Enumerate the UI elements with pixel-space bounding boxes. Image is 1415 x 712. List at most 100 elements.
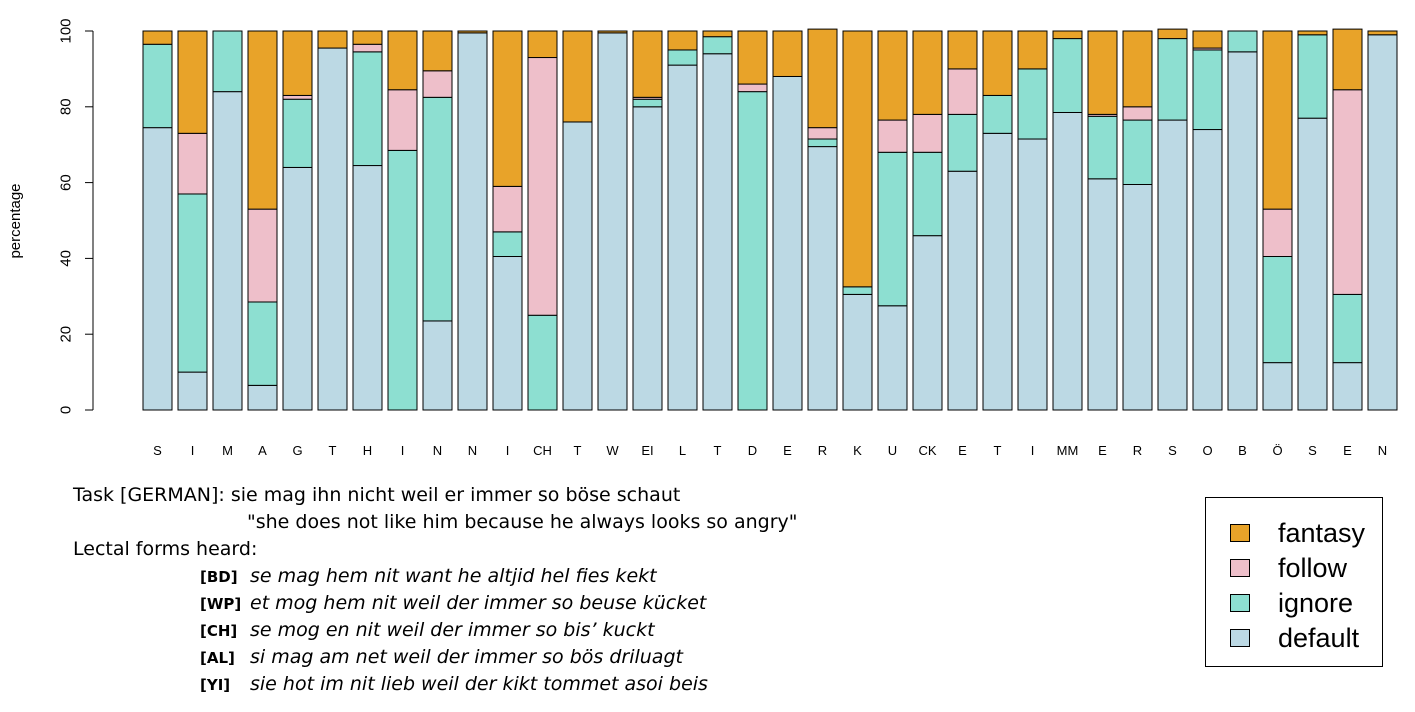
- bar-segment-ignore: [877, 151, 908, 307]
- x-tick-label: R: [1133, 443, 1142, 458]
- y-axis-label: percentage: [7, 183, 24, 258]
- bar-segment-ignore: [387, 149, 418, 411]
- bar-segment-ignore: [1087, 115, 1118, 180]
- bar-segment-fantasy: [177, 30, 208, 134]
- bar-segment-default: [982, 132, 1013, 411]
- bar-segment-fantasy: [912, 30, 943, 115]
- bar-segment-default: [177, 371, 208, 411]
- task-translation: "she does not like him because he always…: [247, 511, 798, 533]
- x-tick-label: S: [1168, 443, 1177, 458]
- bar-segment-fantasy: [492, 30, 523, 187]
- bar-segment-default: [1017, 138, 1048, 411]
- bar-segment-default: [1227, 51, 1258, 411]
- x-tick-label: MM: [1057, 443, 1079, 458]
- bar-segment-follow: [1332, 89, 1363, 295]
- bar-segment-default: [1262, 362, 1293, 411]
- bar-segment-fantasy: [1157, 28, 1188, 40]
- bar-segment-fantasy: [142, 30, 173, 45]
- bar-segment-default: [1367, 34, 1398, 411]
- lectal-code: [WP]: [200, 595, 242, 613]
- x-tick-label: T: [574, 443, 582, 458]
- x-tick-label: EI: [641, 443, 653, 458]
- lectal-code: [CH]: [200, 622, 238, 640]
- bar-segment-fantasy: [597, 30, 628, 34]
- x-tick-label: I: [1031, 443, 1035, 458]
- bar-segment-default: [772, 75, 803, 411]
- legend: fantasy follow ignore default: [1205, 497, 1383, 667]
- bar-segment-fantasy: [457, 30, 488, 34]
- bar-segment-ignore: [422, 96, 453, 322]
- bar-segment-follow: [737, 83, 768, 93]
- bar-segment-default: [422, 320, 453, 411]
- bar-segment-default: [1192, 129, 1223, 411]
- bar-segment-ignore: [527, 314, 558, 411]
- lectal-code: [AL]: [200, 649, 235, 667]
- x-tick-label: CH: [533, 443, 552, 458]
- x-tick-label: W: [606, 443, 619, 458]
- x-tick-label: I: [191, 443, 195, 458]
- bar-segment-default: [1332, 362, 1363, 411]
- bar-segment-fantasy: [667, 30, 698, 51]
- x-tick-label: A: [258, 443, 267, 458]
- bar-segment-follow: [912, 113, 943, 153]
- bar-segment-default: [247, 384, 278, 411]
- bar-segment-default: [912, 235, 943, 411]
- bar-segment-fantasy: [1367, 30, 1398, 36]
- y-tick-label: 40: [57, 250, 74, 267]
- legend-item-fantasy: fantasy: [1230, 518, 1365, 548]
- bar-segment-ignore: [1297, 34, 1328, 119]
- x-tick-label: E: [958, 443, 967, 458]
- lectal-row-wp: [WP] et mog hem nit weil der immer so beu…: [73, 590, 798, 617]
- bar-segment-follow: [492, 185, 523, 233]
- x-tick-label: I: [506, 443, 510, 458]
- bar-segment-follow: [282, 94, 313, 100]
- lectal-row-al: [AL] si mag am net weil der immer so bös …: [73, 644, 798, 671]
- bar-segment-follow: [947, 68, 978, 115]
- bar-segment-default: [212, 91, 243, 411]
- bar-segment-default: [632, 106, 663, 411]
- bar-segment-fantasy: [772, 30, 803, 77]
- bar-segment-fantasy: [807, 28, 838, 129]
- bar-segment-ignore: [632, 98, 663, 108]
- bar-segment-ignore: [282, 98, 313, 168]
- x-tick-label: E: [783, 443, 792, 458]
- bar-segment-ignore: [1122, 119, 1153, 185]
- bar-segment-ignore: [142, 43, 173, 129]
- y-axis: 0 20 40 60 80 100: [57, 18, 94, 414]
- bar-segment-default: [1052, 111, 1083, 411]
- x-tick-label: T: [714, 443, 722, 458]
- x-tick-label: E: [1343, 443, 1352, 458]
- bar-segment-ignore: [737, 91, 768, 411]
- y-tick-label: 80: [57, 98, 74, 115]
- x-tick-label: I: [401, 443, 405, 458]
- legend-item-default: default: [1230, 623, 1359, 653]
- bar-segment-ignore: [1157, 38, 1188, 121]
- lectal-code: [BD]: [200, 568, 238, 586]
- legend-label: follow: [1278, 552, 1348, 583]
- bar-segment-fantasy: [737, 30, 768, 85]
- x-tick-label: H: [363, 443, 372, 458]
- lectal-row-ch: [CH] se mog en nit weil der immer so bis’…: [73, 617, 798, 644]
- bar-segment-ignore: [807, 138, 838, 148]
- bar-segment-fantasy: [387, 30, 418, 91]
- bar-segment-default: [877, 305, 908, 411]
- bar-segment-ignore: [842, 286, 873, 295]
- x-tick-label: N: [1378, 443, 1387, 458]
- bar-segment-fantasy: [947, 30, 978, 70]
- bar-segment-default: [807, 146, 838, 411]
- lectal-text: se mag hem nit want he altjid hel fies k…: [250, 565, 657, 587]
- x-tick-label: S: [153, 443, 162, 458]
- bar-segment-ignore: [667, 49, 698, 66]
- lectal-code: [YI]: [200, 676, 231, 694]
- x-axis-labels: S I M A G T H I N N I CH T W EI L T D E R K U CK E T I MM E R S O B Ö S E N: [153, 443, 1387, 458]
- bar-segment-fantasy: [1192, 30, 1223, 49]
- bar-segment-ignore: [912, 151, 943, 237]
- bar-segment-follow: [422, 70, 453, 98]
- task-label: Task [GERMAN]: sie mag ihn nicht weil er…: [73, 484, 681, 506]
- x-tick-label: U: [888, 443, 897, 458]
- x-tick-label: B: [1238, 443, 1247, 458]
- bar-segment-default: [492, 256, 523, 411]
- legend-item-follow: follow: [1230, 553, 1347, 583]
- bars-layer: [142, 28, 1398, 411]
- x-tick-label: D: [748, 443, 757, 458]
